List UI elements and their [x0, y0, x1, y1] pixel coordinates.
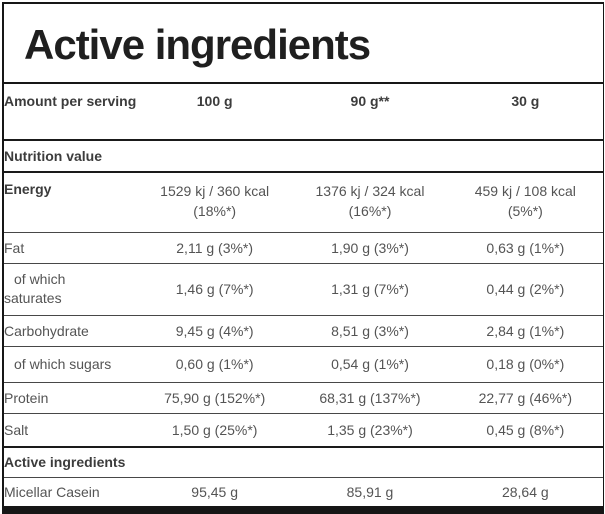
- row-label: Fat: [4, 232, 137, 264]
- cell-value: 459 kj / 108 kcal (5%*): [447, 171, 603, 233]
- cell-value: 28,64 g: [501, 484, 549, 501]
- cell-value: 85,91 g: [346, 484, 394, 501]
- table-row-energy: Energy 1529 kj / 360 kcal (18%*) 1376 kj…: [4, 171, 603, 233]
- section-header-nutrition-value: Nutrition value: [4, 139, 603, 173]
- cell-value: 0,44 g (2%*): [447, 263, 603, 316]
- energy-value-100g: 1529 kj / 360 kcal: [160, 182, 270, 199]
- cell-value: 1376 kj / 324 kcal (16%*): [292, 171, 448, 233]
- cell-value: 1,31 g (7%*): [292, 263, 448, 316]
- table-row-saturates: of which saturates 1,46 g (7%*) 1,31 g (…: [4, 263, 603, 316]
- row-label: Carbohydrate: [4, 315, 137, 348]
- cell-value: 22,77 g (46%*): [447, 382, 603, 414]
- header-amount-per-serving: Amount per serving: [4, 84, 137, 142]
- table-row-micellar-casein: Micellar Casein 95,45 g 85,91 g 28,64 g: [4, 478, 603, 506]
- cell-value: 1,46 g (7%*): [137, 263, 293, 316]
- energy-percent-30g: (5%*): [507, 202, 543, 219]
- cell-value: 95,45 g: [191, 484, 239, 501]
- table-row-fat: Fat 2,11 g (3%*) 1,90 g (3%*) 0,63 g (1%…: [4, 232, 603, 264]
- cell-value: 1,35 g (23%*): [292, 413, 448, 448]
- header-col-90g: 90 g**: [292, 84, 448, 142]
- section-label: Active ingredients: [4, 446, 603, 479]
- table-row-protein: Protein 75,90 g (152%*) 68,31 g (137%*) …: [4, 382, 603, 414]
- row-label: Energy: [4, 171, 137, 233]
- energy-value-30g: 459 kj / 108 kcal: [474, 182, 576, 199]
- header-col-100g: 100 g: [137, 84, 293, 142]
- table-row-carbohydrate: Carbohydrate 9,45 g (4%*) 8,51 g (3%*) 2…: [4, 315, 603, 348]
- cell-value: 1,50 g (25%*): [137, 413, 293, 448]
- cell-value: 1529 kj / 360 kcal (18%*): [137, 171, 293, 233]
- energy-percent-90g: (16%*): [348, 202, 392, 219]
- table-row-sugars: of which sugars 0,60 g (1%*) 0,54 g (1%*…: [4, 346, 603, 383]
- row-label: of which sugars: [4, 346, 137, 383]
- section-label: Nutrition value: [4, 139, 603, 173]
- table-header-row: Amount per serving 100 g 90 g** 30 g: [4, 84, 603, 142]
- cell-value: 1,90 g (3%*): [292, 232, 448, 264]
- row-label: Protein: [4, 382, 137, 414]
- row-label: of which saturates: [4, 263, 137, 316]
- cell-value: 0,54 g (1%*): [292, 346, 448, 383]
- table-row-salt: Salt 1,50 g (25%*) 1,35 g (23%*) 0,45 g …: [4, 413, 603, 448]
- row-label: Salt: [4, 413, 137, 448]
- nutrition-table: Amount per serving 100 g 90 g** 30 g Nut…: [4, 84, 603, 506]
- cell-value: 0,18 g (0%*): [447, 346, 603, 383]
- row-label: Micellar Casein: [4, 484, 100, 501]
- section-header-active-ingredients: Active ingredients: [4, 446, 603, 479]
- cell-value: 8,51 g (3%*): [292, 315, 448, 348]
- cell-value: 75,90 g (152%*): [137, 382, 293, 414]
- cell-value: 2,11 g (3%*): [137, 232, 293, 264]
- header-col-30g: 30 g: [447, 84, 603, 142]
- energy-percent-100g: (18%*): [193, 202, 237, 219]
- cell-value: 0,45 g (8%*): [447, 413, 603, 448]
- cell-value: 0,63 g (1%*): [447, 232, 603, 264]
- cell-value: 9,45 g (4%*): [137, 315, 293, 348]
- page-title: Active ingredients: [4, 4, 603, 85]
- row-label-text: of which saturates: [4, 271, 66, 307]
- energy-value-90g: 1376 kj / 324 kcal: [315, 182, 425, 199]
- cell-value: 68,31 g (137%*): [292, 382, 448, 414]
- cell-value: 2,84 g (1%*): [447, 315, 603, 348]
- cell-value: 0,60 g (1%*): [137, 346, 293, 383]
